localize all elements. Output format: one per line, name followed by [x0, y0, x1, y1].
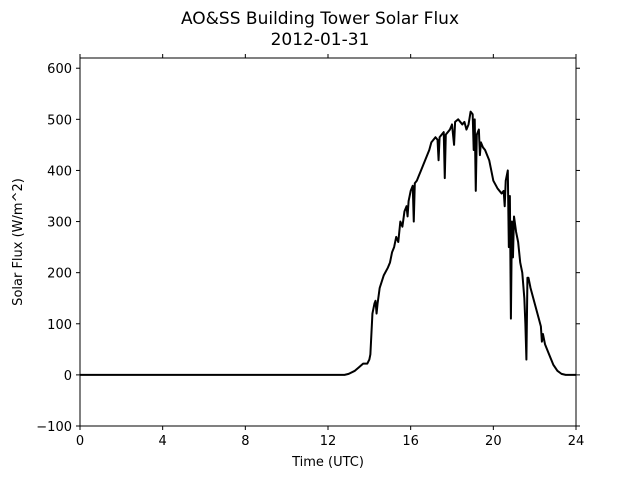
y-tick-label: 200: [47, 267, 72, 282]
chart-title: AO&SS Building Tower Solar Flux: [181, 9, 459, 29]
y-tick-label: 500: [47, 113, 72, 128]
y-tick-label: 400: [47, 164, 72, 179]
x-tick-label: 16: [402, 434, 419, 449]
x-axis-label: Time (UTC): [291, 455, 364, 470]
y-axis-label: Solar Flux (W/m^2): [11, 178, 26, 306]
y-tick-label: −100: [36, 420, 72, 435]
x-tick-label: 24: [568, 434, 585, 449]
y-tick-label: 0: [64, 369, 72, 384]
x-tick-label: 0: [76, 434, 84, 449]
x-tick-label: 4: [159, 434, 167, 449]
y-tick-label: 100: [47, 318, 72, 333]
plot-frame: [79, 57, 577, 427]
chart-subtitle: 2012-01-31: [271, 30, 370, 50]
x-tick-label: 20: [485, 434, 502, 449]
y-tick-label: 300: [47, 216, 72, 231]
data-line: [80, 110, 576, 376]
x-tick-label: 8: [241, 434, 249, 449]
y-tick-label: 600: [47, 62, 72, 77]
x-tick-label: 12: [320, 434, 337, 449]
